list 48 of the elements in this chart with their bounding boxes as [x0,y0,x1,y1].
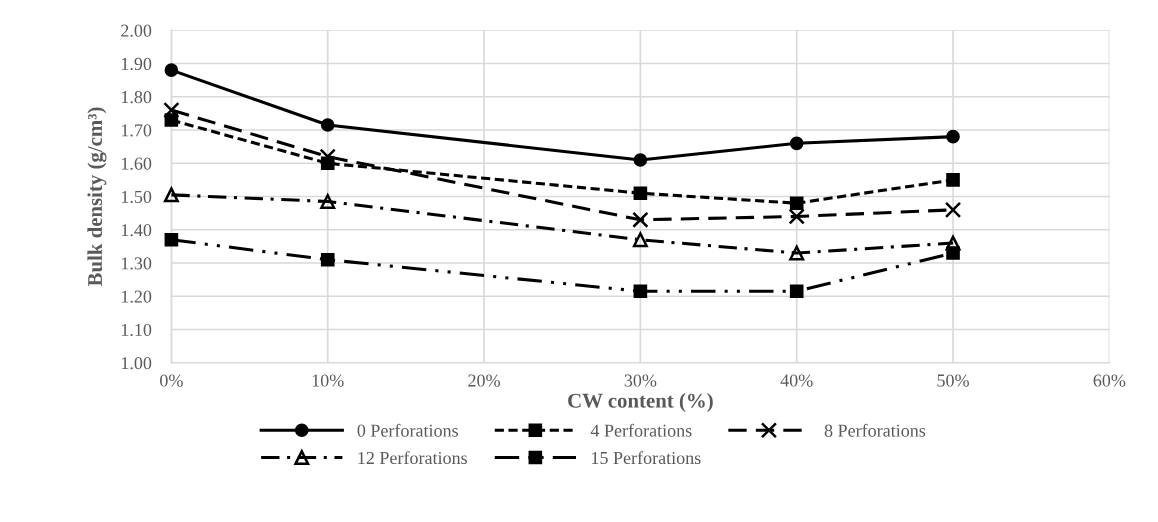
legend-label: 8 Perforations [824,423,926,437]
y-tick-label: 1.10 [121,323,152,337]
point [320,252,335,267]
y-tick-label: 1.50 [121,190,152,204]
x-tick-label: 10% [312,374,344,387]
y-tick-label: 1.40 [121,224,152,237]
point [163,187,179,203]
point [632,211,649,228]
x-tick-label: 20% [468,374,500,387]
point [632,232,648,248]
point [946,129,960,144]
legend-label: 15 Perforations [592,451,701,465]
x-tick-label: 0% [160,374,183,387]
y-tick-label: 1.90 [121,57,152,71]
y-tick-label: 2.00 [121,24,152,37]
x-tick-label: 40% [780,374,813,387]
point [789,196,804,210]
point [164,63,179,77]
point [633,284,648,299]
point [789,245,805,261]
point [164,232,179,247]
point [320,118,335,132]
point [788,208,805,225]
legend-label: 0 Perforations [357,423,458,437]
y-tick-label: 1.70 [121,124,152,137]
y-tick-label: 1.80 [121,91,152,104]
x-axis-title: CW content (%) [568,393,713,412]
y-axis-title: Bulk density (g/cm³) [87,107,107,287]
point [789,284,804,299]
y-tick-label: 1.30 [121,257,152,270]
point [633,186,648,201]
y-tick-label: 1.60 [121,157,152,170]
point [163,101,180,119]
point [789,136,804,151]
y-tick-label: 1.00 [121,357,152,370]
point [945,235,961,251]
x-tick-label: 30% [624,374,657,387]
point [946,173,960,187]
point [319,148,336,165]
point [946,246,960,260]
legend-label: 12 Perforations [358,451,467,465]
x-tick-label: 50% [937,374,969,387]
legend-label: 4 Perforations [590,423,692,437]
y-tick-label: 1.20 [121,290,152,303]
point [633,153,648,167]
point [944,201,962,219]
point [320,194,336,210]
x-tick-label: 60% [1093,374,1126,387]
